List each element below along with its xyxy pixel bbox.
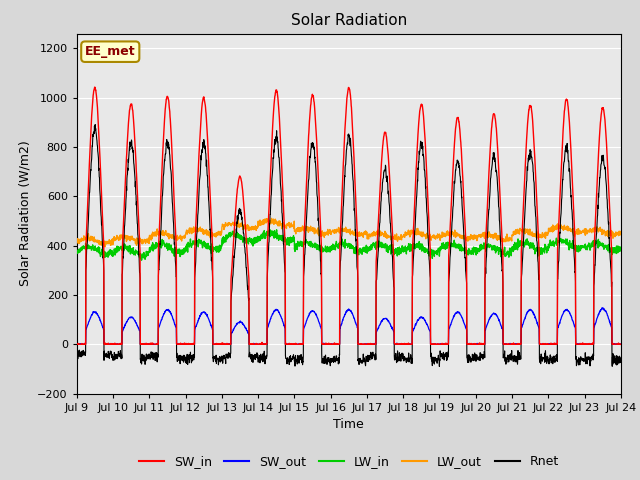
SW_in [365,341,372,347]
Rnet [73,351,81,357]
SW_out [376,321,384,327]
LW_in [584,242,592,248]
LW_out [617,231,625,237]
SW_out [617,341,625,347]
SW_in [508,341,515,347]
Rnet [92,122,99,128]
LW_out [268,216,275,221]
SW_out [365,341,372,347]
LW_in [508,253,515,259]
LW_out [508,237,515,242]
SW_out [598,305,605,311]
SW_in [570,197,577,203]
SW_out [507,341,515,347]
LW_in [377,241,385,247]
LW_in [138,257,145,263]
LW_in [225,230,232,236]
LW_out [570,226,577,231]
SW_out [73,341,81,347]
Rnet [570,233,577,239]
LW_out [584,228,592,234]
Line: Rnet: Rnet [77,125,621,366]
SW_out [74,341,81,347]
Rnet [508,357,515,363]
LW_in [365,247,372,252]
LW_out [377,231,385,237]
Rnet [617,355,625,360]
Legend: SW_in, SW_out, LW_in, LW_out, Rnet: SW_in, SW_out, LW_in, LW_out, Rnet [134,450,564,473]
SW_in [617,341,625,347]
SW_in [377,173,385,179]
LW_in [273,227,280,233]
LW_in [570,238,577,244]
SW_in [225,341,233,347]
SW_out [569,318,577,324]
LW_in [617,244,625,250]
Y-axis label: Solar Radiation (W/m2): Solar Radiation (W/m2) [19,141,32,287]
SW_out [225,341,232,347]
Rnet [436,363,444,369]
Line: LW_out: LW_out [77,218,621,247]
Line: LW_in: LW_in [77,230,621,260]
Rnet [225,350,232,356]
SW_in [91,84,99,90]
Title: Solar Radiation: Solar Radiation [291,13,407,28]
SW_out [584,341,592,347]
Text: EE_met: EE_met [85,45,136,58]
Rnet [376,211,384,216]
Rnet [365,353,372,359]
LW_out [225,222,232,228]
LW_out [73,239,81,245]
SW_in [73,341,81,347]
Line: SW_in: SW_in [77,87,621,344]
LW_out [365,233,372,239]
Rnet [584,356,592,361]
Line: SW_out: SW_out [77,308,621,344]
X-axis label: Time: Time [333,418,364,431]
LW_in [73,249,81,255]
SW_in [584,341,592,347]
LW_out [101,244,109,250]
SW_in [73,341,81,347]
